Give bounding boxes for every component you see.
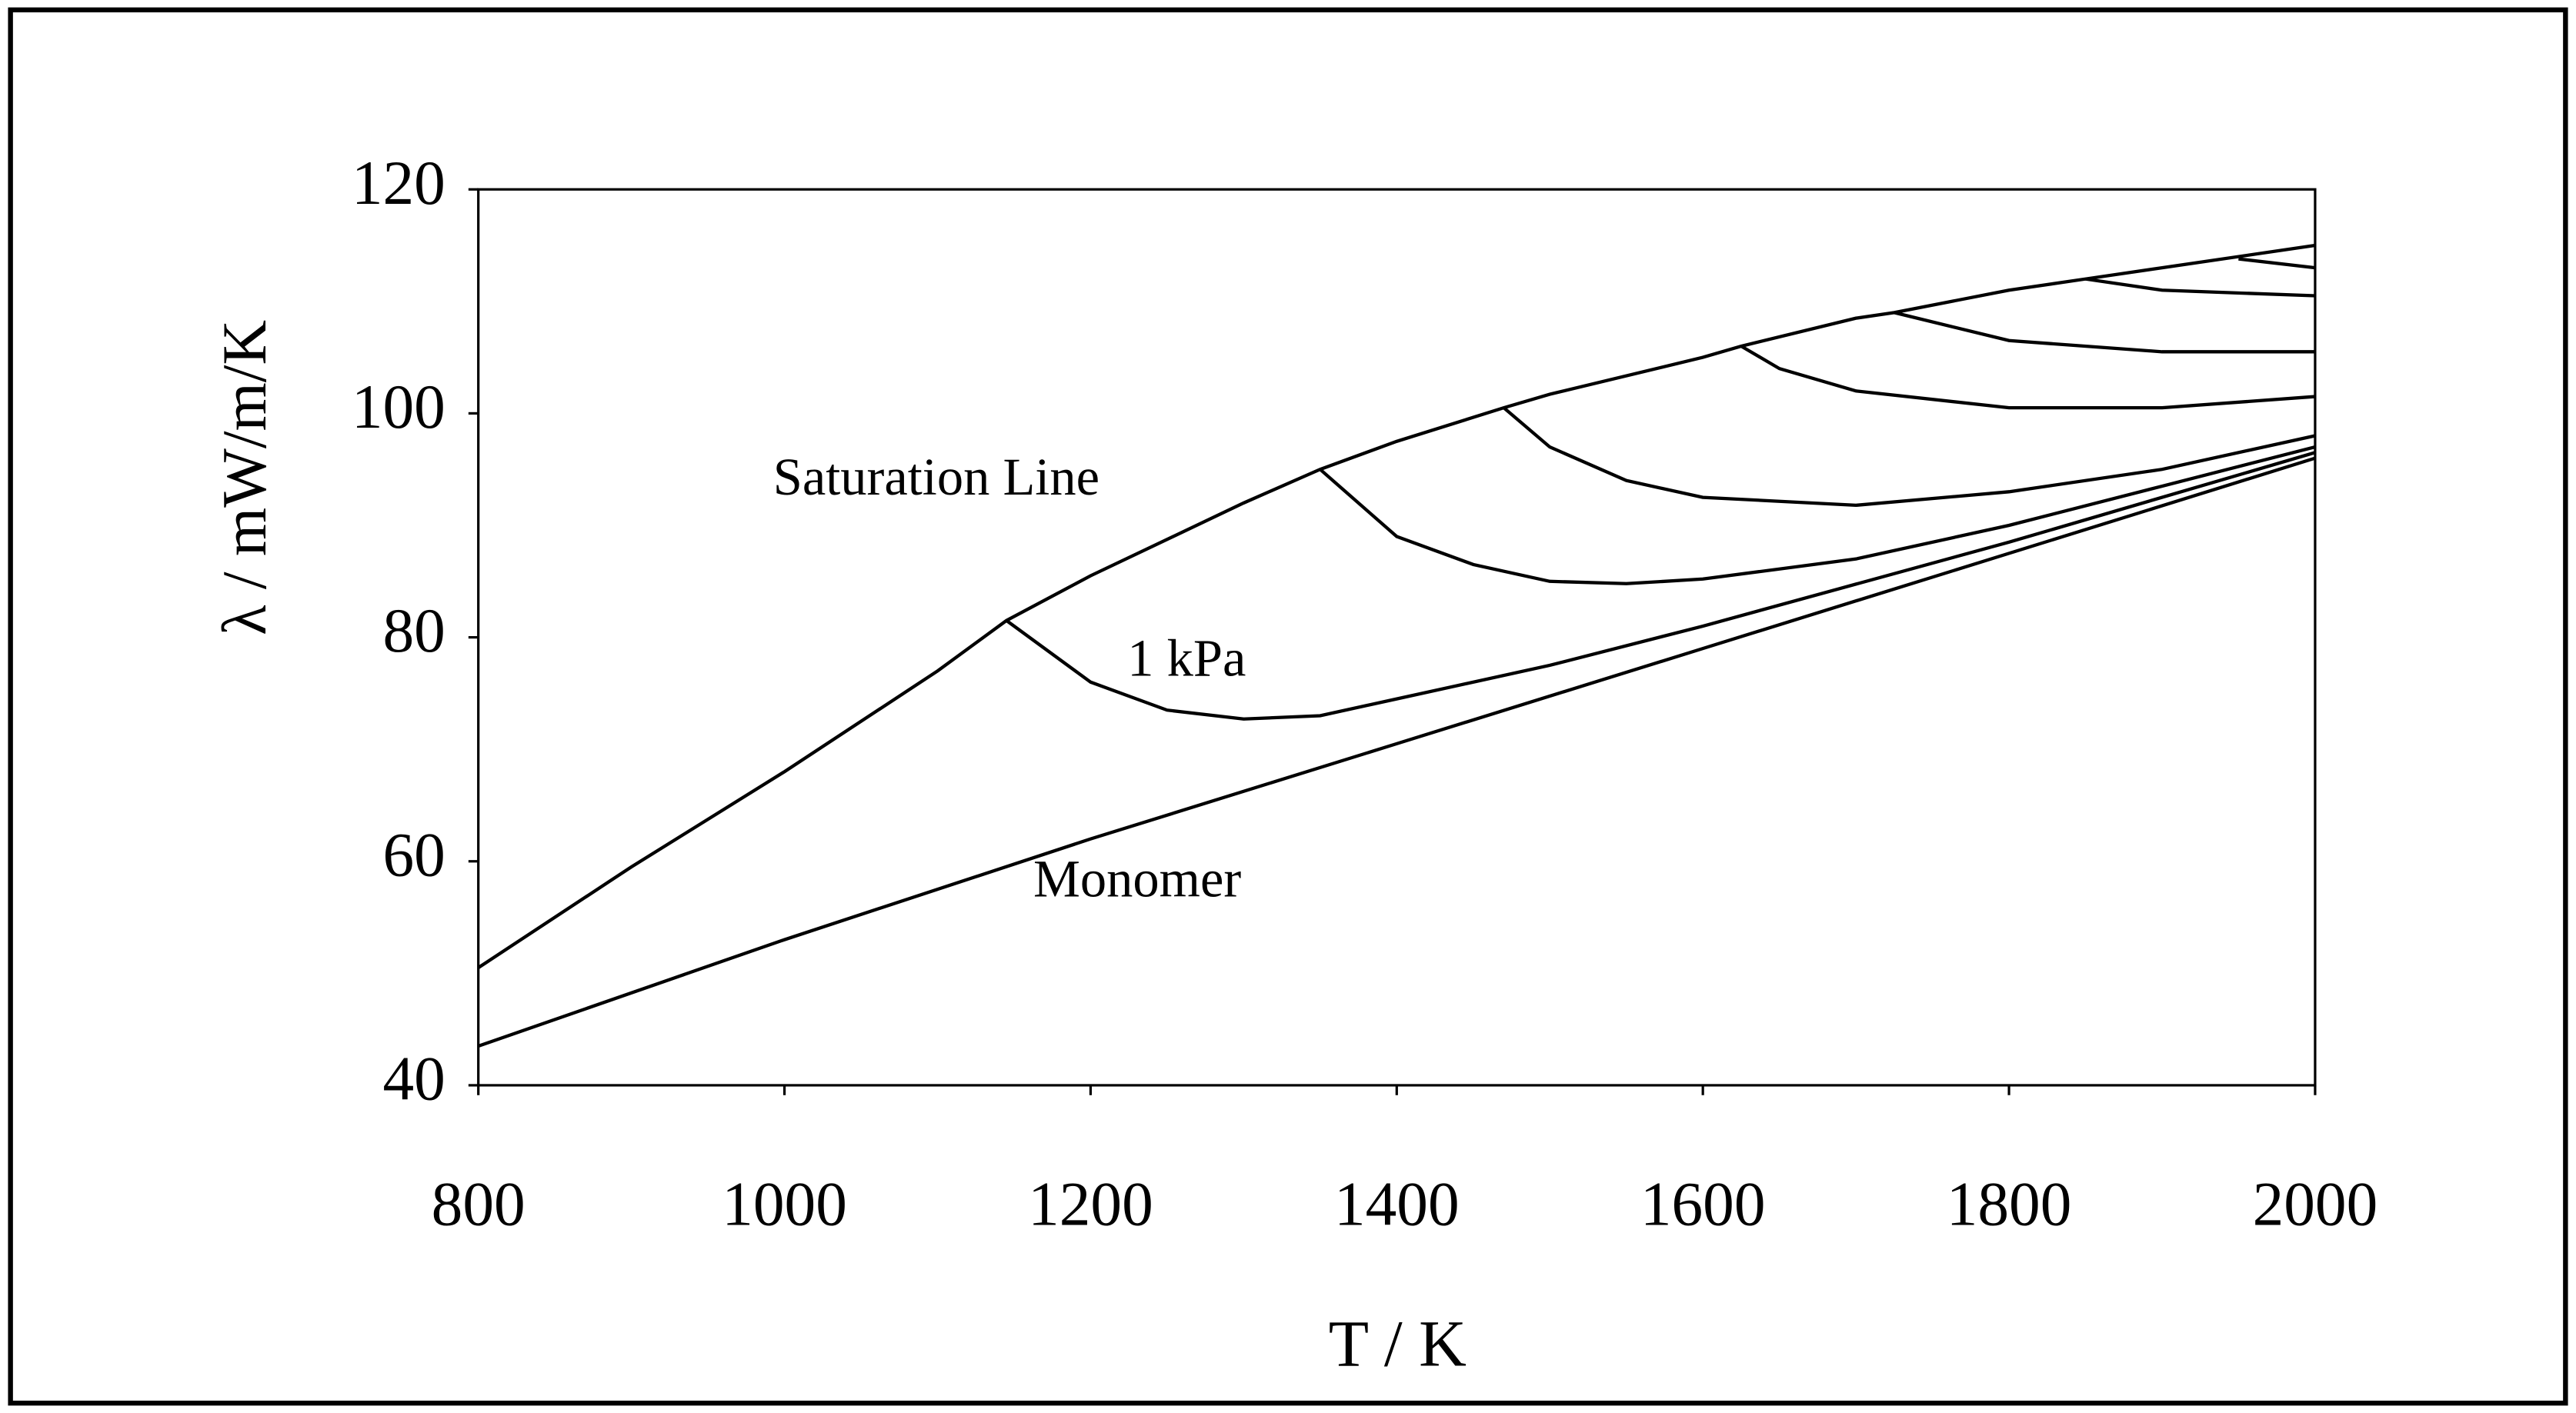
series-line: [477, 243, 2316, 969]
x-tick-label: 1600: [1640, 1169, 1766, 1238]
y-axis-label: λ / mW/m/K: [210, 320, 279, 635]
x-tick-label: 1800: [1947, 1169, 2072, 1238]
x-tick-label: 1200: [1028, 1169, 1153, 1238]
series-label: Monomer: [1033, 849, 1241, 908]
series-line: [1503, 406, 2316, 508]
x-tick-label: 1400: [1334, 1169, 1460, 1238]
series-line: [1894, 311, 2315, 354]
y-tick-label: 40: [383, 1045, 445, 1114]
x-tick-label: 2000: [2253, 1169, 2378, 1238]
y-tick-label: 120: [352, 148, 445, 218]
series-label: Saturation Line: [773, 448, 1099, 506]
series-line: [1005, 451, 2316, 721]
y-tick-label: 100: [352, 372, 445, 442]
x-tick-label: 800: [432, 1169, 526, 1238]
series-label: 1 kPa: [1127, 629, 1246, 688]
series-line: [2085, 277, 2316, 298]
series-line: [1319, 445, 2316, 585]
series-line: [2238, 257, 2316, 270]
figure-border: [8, 7, 2568, 1406]
series-line: [477, 456, 2316, 1048]
x-tick-label: 1000: [722, 1169, 847, 1238]
series-line: [1740, 345, 2316, 410]
y-tick-label: 60: [383, 820, 445, 889]
y-tick-label: 80: [383, 596, 445, 665]
x-axis-label: T / K: [1329, 1307, 1467, 1380]
